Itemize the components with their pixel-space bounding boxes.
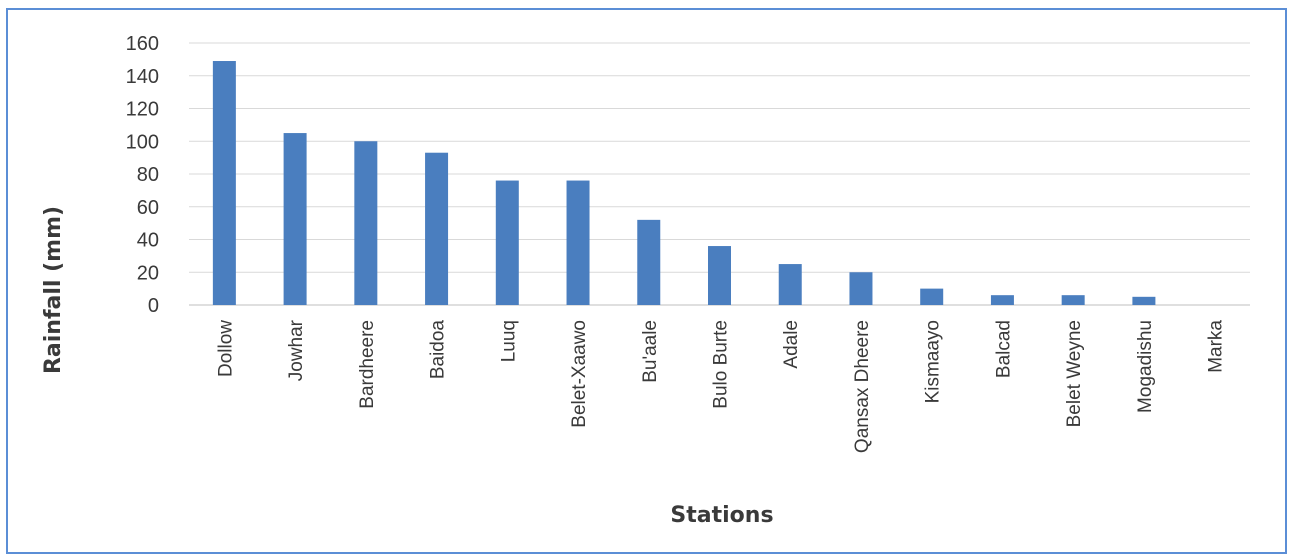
bar [354, 141, 378, 305]
y-tick-label: 20 [137, 262, 159, 284]
y-tick-label: 160 [126, 33, 159, 55]
x-category-label: Baidoa [428, 320, 449, 380]
bar [495, 180, 519, 305]
x-category-label: Bardheere [357, 320, 378, 409]
x-axis-title: Stations [670, 503, 773, 528]
bar [778, 264, 802, 305]
y-tick-label: 120 [126, 99, 159, 121]
chart-frame: 0 20 40 60 80 100 120 140 160 Dollow Jowhar Bardhe… [6, 8, 1287, 554]
x-category-label: Balcad [993, 320, 1014, 378]
x-category-label: Adale [781, 320, 802, 369]
y-tick-label: 0 [148, 295, 159, 317]
x-category-label: Luuq [498, 320, 519, 362]
bar [849, 272, 873, 305]
x-category-label: Dollow [215, 320, 236, 377]
bar [425, 152, 449, 305]
x-category-label: Belet Weyne [1064, 320, 1085, 427]
y-tick-label: 140 [126, 66, 159, 88]
x-category-label: Qansax Dheere [852, 320, 873, 453]
bar [708, 246, 731, 305]
bar [566, 180, 590, 305]
bar [283, 133, 307, 305]
bar [212, 61, 236, 306]
y-tick-label: 80 [137, 164, 159, 186]
x-category-label: Mogadishu [1135, 320, 1156, 413]
x-category-label: Kismaayo [923, 320, 944, 403]
x-category-labels: Dollow Jowhar Bardheere Baidoa Luuq Belet-Xaa… [215, 319, 1226, 453]
y-axis-title: Rainfall (mm) [41, 206, 66, 374]
bar [990, 295, 1014, 305]
y-tick-labels: 0 20 40 60 80 100 120 140 160 [126, 33, 159, 317]
x-category-label: Bu'aale [640, 320, 661, 383]
x-category-label: Jowhar [286, 319, 307, 381]
y-tick-label: 100 [126, 131, 159, 153]
bars [212, 61, 1156, 306]
bar [1061, 295, 1085, 305]
y-tick-label: 40 [137, 230, 159, 252]
bar [1132, 296, 1156, 305]
bar [920, 288, 944, 305]
x-category-label: Bulo Burte [711, 320, 732, 409]
x-category-label: Belet-Xaawo [569, 320, 590, 428]
bar [637, 219, 661, 305]
rainfall-bar-chart: 0 20 40 60 80 100 120 140 160 Dollow Jowhar Bardhe… [41, 33, 1250, 528]
x-category-label: Marka [1206, 320, 1227, 373]
y-tick-label: 60 [137, 197, 159, 219]
